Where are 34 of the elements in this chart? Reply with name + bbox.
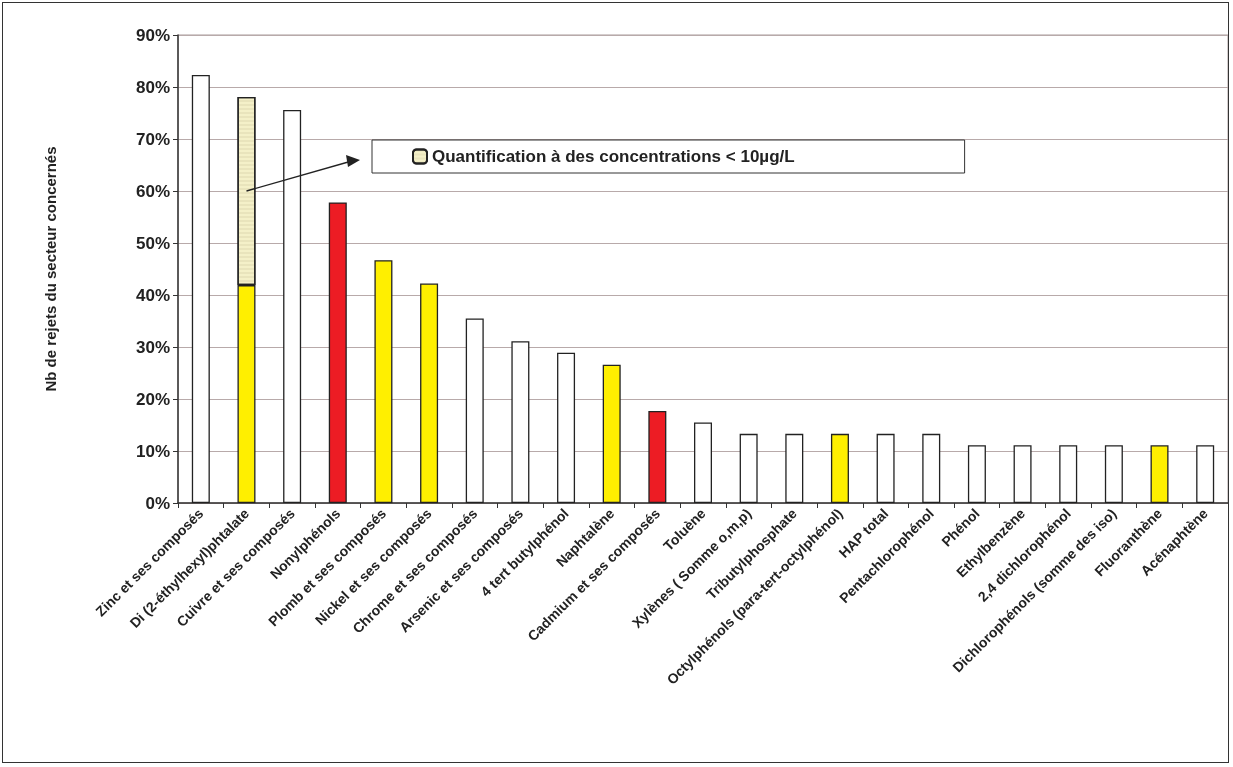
bar <box>420 283 439 503</box>
bar <box>557 352 576 503</box>
bar <box>694 422 712 503</box>
y-tick-label: 30% <box>135 337 170 357</box>
bar <box>374 260 393 503</box>
bar <box>1013 445 1032 503</box>
bar <box>739 433 758 503</box>
y-tick-label: 80% <box>135 77 170 97</box>
y-tick-label: 70% <box>135 129 170 149</box>
bar <box>1150 445 1169 503</box>
y-tick-label: 40% <box>135 285 170 305</box>
legend-label: Quantification à des concentrations < 10µg/L <box>432 147 795 166</box>
bar <box>602 364 621 503</box>
y-tick-label: 0% <box>145 493 170 513</box>
bar <box>830 433 849 503</box>
bar <box>328 202 347 503</box>
y-tick-label: 20% <box>135 389 170 409</box>
bar <box>1059 445 1078 503</box>
y-tick-label: 50% <box>135 233 170 253</box>
y-tick-label: 60% <box>135 181 170 201</box>
bar <box>876 433 895 503</box>
bar <box>785 433 804 503</box>
bar <box>511 341 530 503</box>
y-tick-label: 90% <box>135 25 170 45</box>
y-tick-label: 10% <box>135 441 170 461</box>
bar <box>283 109 302 503</box>
bar <box>465 318 484 503</box>
bar <box>1196 445 1215 503</box>
bar <box>967 445 986 503</box>
bar <box>648 410 667 503</box>
bar <box>1104 445 1123 503</box>
bar <box>922 433 941 503</box>
bar <box>191 75 210 503</box>
y-axis-title: Nb de rejets du secteur concernés <box>42 146 59 392</box>
